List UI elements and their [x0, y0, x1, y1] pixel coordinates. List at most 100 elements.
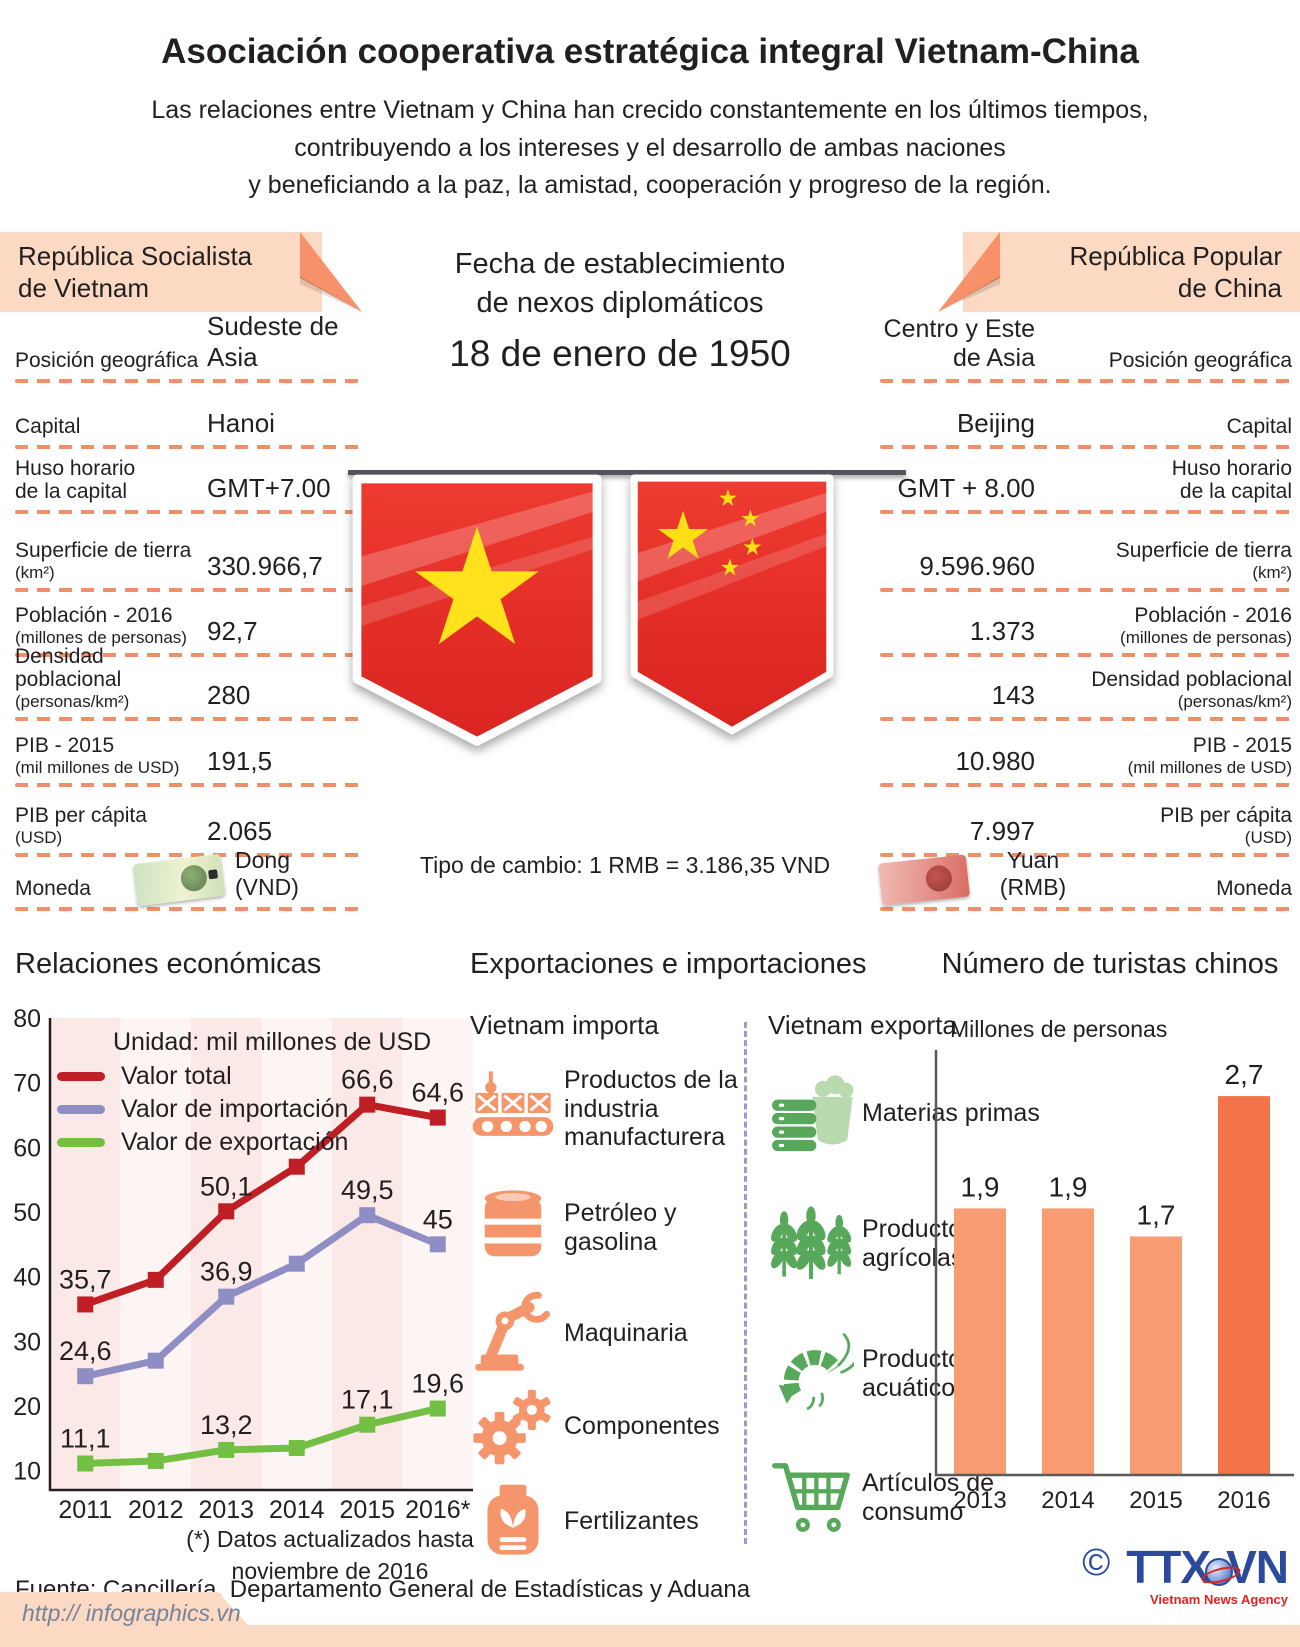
- list-item: Maquinaria: [470, 1285, 744, 1381]
- imports-list: Productos de la industria manufacturera …: [470, 1048, 744, 1571]
- list-item-label: Fertilizantes: [564, 1506, 699, 1535]
- fact-label: Superficie de tierra: [1115, 539, 1292, 563]
- fact-label: PIB - 2015: [15, 734, 115, 758]
- legend-item: Valor de importación: [57, 1093, 348, 1126]
- svg-text:45: 45: [423, 1204, 453, 1234]
- vietnam-flag: [352, 474, 602, 746]
- fact-row: 143 Densidad poblacional (personas/km²): [880, 657, 1292, 717]
- copyright-mark: ©: [1082, 1542, 1111, 1584]
- fact-value: Yuan (RMB): [999, 847, 1067, 900]
- fact-label: Moneda: [1216, 877, 1292, 901]
- row-divider: [15, 853, 360, 857]
- fact-value: Beijing: [956, 408, 1035, 438]
- row-divider: [880, 853, 1292, 857]
- fact-row: Capital Hanoi: [15, 383, 360, 445]
- china-flag: [630, 474, 834, 735]
- tourists-ylabel: Millones de personas: [950, 1016, 1168, 1042]
- vietnam-facts-table: Posición geográfica Sudeste de Asia Capi…: [15, 311, 360, 911]
- svg-text:13,2: 13,2: [200, 1410, 253, 1440]
- conveyor-icon: [472, 1071, 554, 1136]
- row-divider: [15, 717, 360, 721]
- svg-text:2011: 2011: [58, 1496, 112, 1520]
- fact-sublabel: (USD): [15, 827, 63, 847]
- fact-value: GMT+7.00: [207, 473, 331, 503]
- chart-footnote: (*) Datos actualizados hasta noviembre d…: [186, 1526, 474, 1585]
- svg-text:50: 50: [13, 1199, 41, 1227]
- diplomatic-date-heading: Fecha de establecimiento de nexos diplom…: [454, 248, 786, 320]
- economics-line-chart: 2011 2012 2013 2014 2015 2016* 10 20 30 40 50 60 70 8…: [13, 1005, 473, 1520]
- row-divider: [15, 445, 360, 449]
- svg-text:2013: 2013: [198, 1496, 254, 1520]
- legend-item: Valor total: [57, 1060, 348, 1093]
- china-banner: República Popular de China: [963, 232, 1300, 312]
- svg-text:11,1: 11,1: [60, 1423, 111, 1453]
- svg-text:2012: 2012: [128, 1496, 184, 1520]
- row-divider: [880, 653, 1292, 657]
- row-divider: [880, 783, 1292, 787]
- diplomatic-date-value: 18 de enero de 1950: [449, 333, 791, 375]
- economics-title: Relaciones económicas: [15, 948, 322, 980]
- fertilizer-bag-icon: [487, 1484, 539, 1555]
- svg-text:2015: 2015: [1129, 1487, 1182, 1514]
- imports-heading: Vietnam importa: [470, 1010, 659, 1040]
- oil-barrel-icon: [484, 1189, 542, 1256]
- shrimp-icon: [778, 1332, 854, 1411]
- fact-row-currency: Yuan (RMB) Moneda: [878, 847, 1292, 907]
- bottom-band: [0, 1625, 1300, 1647]
- list-item: Materias primas: [768, 1048, 1073, 1178]
- agency-logo: © TTX VN Vietnam News Agency: [1082, 1542, 1289, 1607]
- fact-label: Posición geográfica: [1108, 349, 1292, 373]
- fact-sublabel: (personas/km²): [15, 691, 130, 711]
- robot-arm-icon: [475, 1291, 550, 1371]
- fact-sublabel: (millones de personas): [1120, 627, 1292, 647]
- fact-value: 280: [207, 680, 251, 710]
- fact-sublabel: (millones de personas): [15, 627, 187, 647]
- row-divider: [880, 379, 1292, 383]
- list-item: Fertilizantes: [470, 1471, 744, 1571]
- fact-row: GMT + 8.00 Huso horario de la capital: [880, 449, 1292, 510]
- china-banner-label: República Popular de China: [1069, 240, 1282, 304]
- china-stars: [657, 489, 762, 576]
- fact-row: Beijing Capital: [880, 383, 1292, 445]
- fact-label: Población - 2016: [15, 604, 173, 628]
- fact-label: Superficie de tierra: [15, 539, 192, 563]
- fact-label: Moneda: [15, 877, 91, 901]
- row-divider: [15, 653, 360, 657]
- fact-label: Población - 2016: [1134, 604, 1292, 628]
- vnd-banknote: [132, 853, 226, 907]
- trade-divider: [744, 1022, 747, 1544]
- svg-text:2015: 2015: [339, 1496, 395, 1520]
- svg-text:2014: 2014: [269, 1496, 325, 1520]
- row-divider: [15, 379, 360, 383]
- fact-row: Huso horario de la capital GMT+7.00: [15, 449, 360, 510]
- svg-text:20: 20: [13, 1393, 41, 1421]
- legend-swatch-total: [57, 1072, 105, 1081]
- shopping-cart-icon: [772, 1463, 850, 1532]
- fact-row: 10.980 PIB - 2015 (mil millones de USD): [880, 721, 1292, 783]
- svg-text:2013: 2013: [953, 1487, 1006, 1514]
- china-banner-fold: [938, 232, 1000, 312]
- website-url: http:// infographics.vn: [22, 1600, 241, 1626]
- svg-text:1,7: 1,7: [1137, 1199, 1176, 1230]
- fact-value: Sudeste de Asia: [207, 311, 339, 372]
- row-divider: [880, 510, 1292, 514]
- vietnam-banner-fold: [300, 232, 362, 312]
- fact-sublabel: (km²): [15, 562, 55, 582]
- row-divider: [880, 588, 1292, 592]
- svg-text:66,6: 66,6: [341, 1065, 394, 1095]
- svg-text:35,7: 35,7: [59, 1264, 112, 1294]
- row-divider: [15, 907, 360, 911]
- fact-label: PIB per cápita: [15, 804, 147, 828]
- list-item-label: Componentes: [564, 1411, 720, 1440]
- svg-text:1,9: 1,9: [961, 1171, 1000, 1202]
- globe-icon: [1205, 1558, 1234, 1586]
- list-item: Petróleo y gasolina: [470, 1170, 744, 1285]
- page-title: Asociación cooperativa estratégica integ…: [161, 32, 1139, 71]
- vietnam-banner: República Socialista de Vietnam: [0, 232, 322, 312]
- fact-label: PIB per cápita: [1160, 804, 1292, 828]
- svg-text:1,9: 1,9: [1049, 1171, 1088, 1202]
- fact-label: Capital: [1226, 415, 1292, 439]
- svg-text:40: 40: [13, 1264, 41, 1292]
- exports-heading: Vietnam exporta: [768, 1010, 957, 1040]
- fact-label: Densidad poblacional: [15, 644, 122, 692]
